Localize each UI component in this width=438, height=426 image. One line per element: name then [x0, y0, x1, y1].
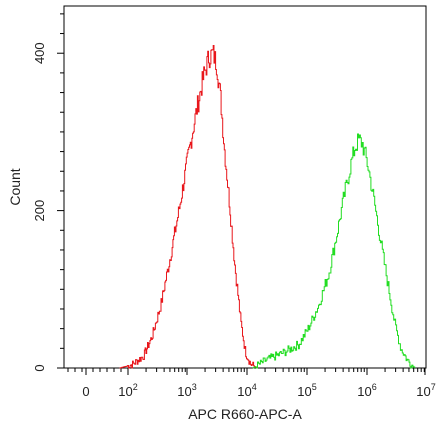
series-layer: [119, 45, 416, 369]
series-2-histogram: [252, 133, 416, 369]
y-axis-title: Count: [7, 168, 23, 205]
y-tick-label: 400: [32, 42, 47, 64]
y-axis-ticks: 0 200 400: [32, 13, 64, 372]
x-tick-label: 102: [118, 382, 137, 399]
x-tick-label: 106: [357, 382, 376, 399]
x-tick-label: 105: [297, 382, 316, 399]
x-tick-label: 104: [237, 382, 256, 399]
y-tick-label: 0: [32, 364, 47, 371]
x-tick-label: 103: [177, 382, 196, 399]
x-axis-title: APC R660-APC-A: [188, 406, 302, 422]
plot-frame: [63, 5, 427, 369]
x-tick-label: 107: [416, 382, 435, 399]
x-tick-label: 0: [82, 384, 89, 399]
y-tick-label: 200: [32, 200, 47, 222]
x-axis-ticks: 0 102 103 104 105 106 107: [67, 368, 436, 399]
series-1-histogram: [119, 45, 258, 369]
